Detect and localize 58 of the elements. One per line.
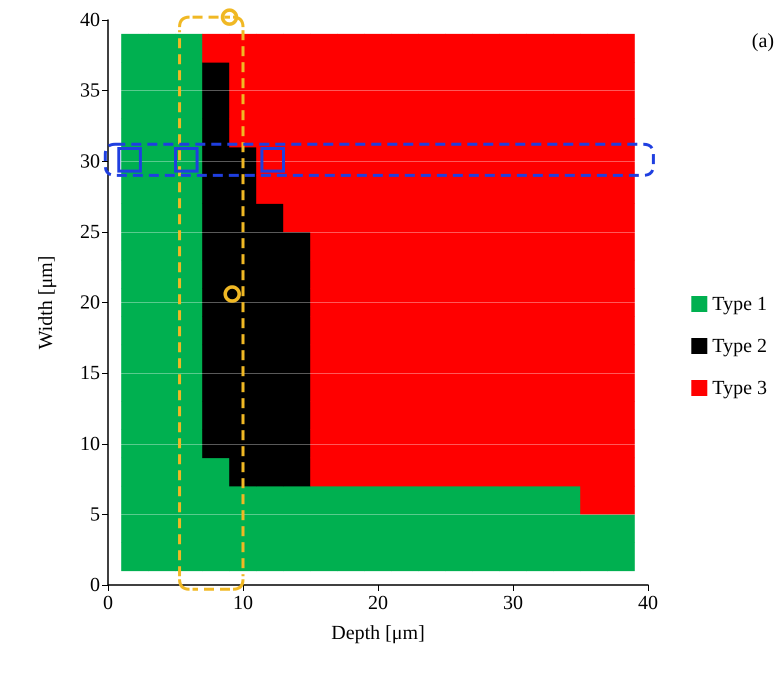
y-tick-label: 10: [80, 432, 100, 455]
point: [283, 372, 311, 402]
legend-label: Type 2: [712, 335, 768, 357]
point: [202, 260, 230, 289]
y-tick-label: 40: [80, 9, 100, 31]
point: [202, 203, 230, 232]
y-tick-label: 25: [80, 220, 100, 243]
point: [202, 90, 230, 120]
point: [202, 175, 230, 204]
point: [229, 401, 257, 430]
point: [283, 288, 311, 317]
point: [202, 118, 230, 148]
point: [202, 344, 230, 374]
point: [283, 344, 311, 374]
point: [202, 429, 230, 458]
y-tick-label: 0: [90, 574, 100, 596]
point: [256, 429, 284, 458]
point: [229, 203, 257, 232]
y-tick-label: 20: [80, 292, 100, 314]
point: [229, 344, 257, 374]
point: [283, 458, 311, 486]
text: (a): [752, 30, 774, 53]
point: [229, 260, 257, 289]
y-tick-label: 15: [80, 362, 100, 384]
point: [283, 316, 311, 346]
point: [202, 288, 230, 317]
x-tick-label: 20: [368, 592, 388, 614]
point: [283, 260, 311, 289]
point: [202, 146, 230, 176]
point: [283, 232, 311, 260]
point: [202, 316, 230, 346]
point: [229, 232, 257, 260]
point: [256, 372, 284, 402]
x-tick-label: 40: [638, 592, 658, 614]
point: [256, 232, 284, 260]
point: [229, 316, 257, 346]
point: [256, 458, 284, 486]
point: [283, 429, 311, 458]
legend-label: Type 3: [712, 377, 768, 399]
point: [283, 401, 311, 430]
point: [229, 458, 257, 486]
point: [202, 62, 230, 91]
point: [202, 232, 230, 260]
point: [229, 429, 257, 458]
x-axis-title: Depth [μm]: [331, 622, 425, 644]
y-tick-label: 35: [80, 80, 100, 102]
point: [229, 372, 257, 402]
y-tick-label: 5: [90, 503, 100, 526]
y-axis-title: Width [μm]: [35, 256, 57, 350]
point: [256, 344, 284, 374]
point: [202, 401, 230, 430]
point: [256, 203, 284, 232]
x-tick-label: 10: [233, 592, 253, 614]
x-tick-label: 30: [503, 592, 523, 614]
y-tick-label: 30: [80, 150, 100, 172]
point: [256, 288, 284, 317]
legend-label: Type 1: [712, 293, 768, 315]
point: [202, 372, 230, 402]
